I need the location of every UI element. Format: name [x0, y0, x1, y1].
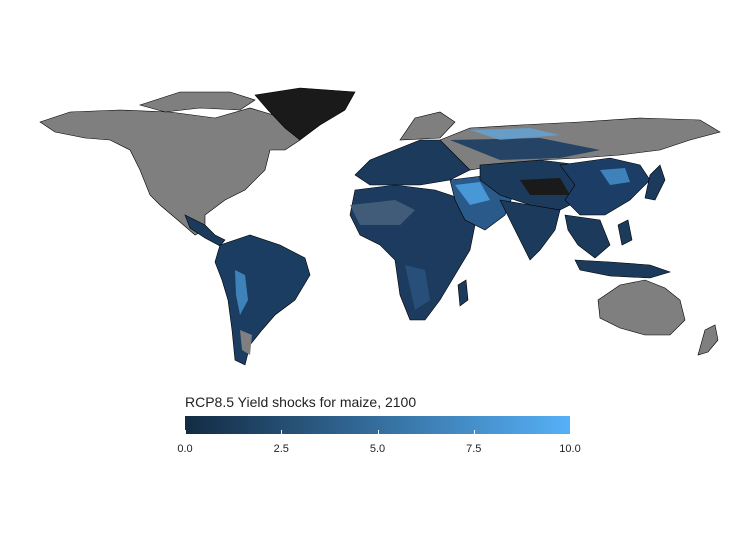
india: [499, 199, 561, 261]
southeast-asia: [564, 214, 611, 259]
legend-tick-label: 0.0: [177, 443, 193, 455]
legend-tick-mark: [570, 430, 571, 434]
central-america: [184, 214, 226, 247]
new-zealand: [697, 324, 719, 356]
legend-tick-label: 7.5: [466, 443, 482, 455]
scandinavia: [399, 111, 456, 141]
legend-colorbar: [185, 416, 570, 434]
north-america: [39, 107, 301, 236]
legend-tick-mark: [377, 430, 379, 434]
legend-tick-label: 2.5: [273, 443, 289, 455]
legend-tick-mark: [281, 430, 283, 434]
australia: [597, 279, 686, 336]
japan: [644, 164, 666, 201]
legend-title: RCP8.5 Yield shocks for maize, 2100: [185, 394, 417, 410]
world-map: [39, 87, 721, 366]
south-america: [214, 234, 311, 366]
indonesia: [574, 259, 671, 279]
tibet: [520, 178, 570, 195]
china: [559, 157, 651, 216]
madagascar: [457, 279, 469, 307]
arctic-islands: [138, 91, 256, 113]
legend-tick-mark: [185, 430, 186, 434]
philippines: [617, 219, 633, 246]
legend-tick-mark: [473, 430, 475, 434]
greenland: [254, 87, 356, 141]
legend-tick-label: 5.0: [369, 443, 386, 455]
legend-tick-label: 10.0: [559, 443, 581, 455]
